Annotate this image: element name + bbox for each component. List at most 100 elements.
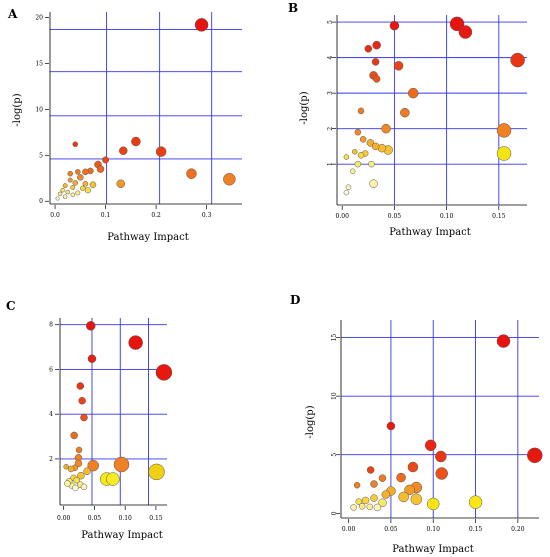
panel-d-point-17 xyxy=(366,466,375,474)
panel-b-ylabel: -log(p) xyxy=(299,91,310,124)
panel-c-point-26 xyxy=(80,483,88,491)
panel-b-point-31 xyxy=(343,189,350,196)
panel-a-point-24 xyxy=(75,190,81,196)
panel-c-point-1 xyxy=(148,463,165,481)
panel-b-point-2 xyxy=(496,123,512,138)
panel-b-point-24 xyxy=(357,152,365,159)
panel-c: C 0.00 0.05 0.10 0.15 2 4 6 8 Pathway Impact xyxy=(6,299,173,541)
panel-b-point-9 xyxy=(381,123,391,134)
panel-a-point-1 xyxy=(223,172,236,186)
panel-a-point-13 xyxy=(89,181,97,188)
panel-c-point-21 xyxy=(73,476,80,484)
panel-d-ylabel: -log(p) xyxy=(305,405,316,438)
panel-a-point-18 xyxy=(72,180,79,186)
panel-b-letter: B xyxy=(288,1,298,15)
panel-a-point-27 xyxy=(57,191,63,197)
panel-d-letter: D xyxy=(290,293,300,307)
panel-d: D 0.00 0.05 0.10 0.15 0.20 0 5 10 15 Pathway Imp… xyxy=(290,293,543,555)
panel-d-point-16 xyxy=(378,498,387,508)
panel-d-point-3 xyxy=(435,467,448,480)
panel-c-point-8 xyxy=(87,354,97,363)
panel-b-point-19 xyxy=(371,142,380,151)
panel-c-xtick-label-1: 0.05 xyxy=(88,515,102,522)
panel-b-point-15 xyxy=(364,44,373,53)
panel-d-point-23 xyxy=(355,498,363,505)
panel-c-point-11 xyxy=(80,413,88,422)
panel-a-point-29 xyxy=(62,194,68,199)
panel-c-ticks: 0.00 0.05 0.10 0.15 2 4 6 8 xyxy=(49,322,163,522)
panel-d-axes xyxy=(340,320,539,519)
panel-c-point-10 xyxy=(78,397,86,405)
panel-b-point-14 xyxy=(369,179,378,188)
panel-a-point-23 xyxy=(70,185,76,190)
panel-a-point-0 xyxy=(194,18,209,32)
panel-a-xtick-label-1: 0.1 xyxy=(101,212,111,219)
panel-c-point-14 xyxy=(74,459,83,468)
panel-b-point-21 xyxy=(354,128,362,136)
panel-b-point-16 xyxy=(371,58,380,66)
panel-b-xtick-label-0: 0.00 xyxy=(336,213,350,220)
panel-a-point-11 xyxy=(82,168,89,176)
panel-b-xlabel: Pathway Impact xyxy=(389,227,470,238)
panel-d-point-5 xyxy=(424,439,437,452)
panel-a-ticks: 0.0 0.1 0.2 0.3 0 5 10 15 20 xyxy=(35,15,211,219)
panel-d-point-8 xyxy=(410,493,423,506)
panel-a-point-6 xyxy=(116,179,125,189)
panel-c-point-25 xyxy=(64,480,71,487)
panel-a-point-20 xyxy=(80,185,86,192)
panel-a-xtick-label-0: 0.0 xyxy=(50,212,60,219)
panel-d-point-24 xyxy=(358,503,366,510)
panel-b-ytick-label-0: 1 xyxy=(327,162,334,166)
panel-d-point-14 xyxy=(386,421,396,431)
panel-c-ytick-label-2: 6 xyxy=(49,366,53,373)
panel-d-point-18 xyxy=(378,474,387,482)
panel-b-point-1 xyxy=(510,52,525,68)
panel-d-point-19 xyxy=(370,480,378,488)
panel-a-ytick-label-1: 5 xyxy=(39,152,43,159)
panel-a-point-15 xyxy=(72,141,79,148)
panel-a-xlabel: Pathway Impact xyxy=(107,232,188,243)
panel-d-point-6 xyxy=(435,450,447,463)
panel-d-point-27 xyxy=(353,481,361,489)
panel-c-xlabel: Pathway Impact xyxy=(81,530,162,541)
panel-b-grid xyxy=(337,15,527,205)
panel-a-point-14 xyxy=(84,187,91,194)
panel-b-point-6 xyxy=(389,20,400,31)
panel-a-point-5 xyxy=(119,146,128,155)
panel-a-point-19 xyxy=(82,181,89,187)
panel-b-ytick-label-3: 4 xyxy=(327,56,334,60)
panel-d-ytick-label-0: 0 xyxy=(331,511,338,515)
panel-d-point-0 xyxy=(527,447,543,464)
panel-d-point-4 xyxy=(426,497,440,511)
panel-b-point-28 xyxy=(343,154,350,160)
panel-c-point-6 xyxy=(87,459,99,472)
panel-a-ytick-label-3: 15 xyxy=(35,60,43,67)
panel-c-xtick-label-3: 0.15 xyxy=(149,515,163,522)
panel-b-ytick-label-4: 5 xyxy=(327,20,334,24)
panel-a-point-28 xyxy=(70,192,75,198)
panel-a-point-3 xyxy=(186,168,197,179)
panel-d-ticks: 0.00 0.05 0.10 0.15 0.20 0 5 10 15 xyxy=(331,334,525,533)
panel-c-point-19 xyxy=(67,465,75,473)
panel-a-letter: A xyxy=(7,7,18,21)
panel-c-point-28 xyxy=(63,464,69,470)
panel-c-point-5 xyxy=(106,472,120,486)
panel-b-point-22 xyxy=(359,136,367,143)
panel-d-point-1 xyxy=(496,334,511,348)
panel-c-point-2 xyxy=(113,456,130,473)
panel-b-ytick-label-1: 2 xyxy=(327,127,334,131)
panel-d-xtick-label-4: 0.20 xyxy=(511,526,525,533)
panel-d-ytick-label-2: 10 xyxy=(331,392,338,400)
panel-d-grid xyxy=(341,320,539,518)
panel-d-point-9 xyxy=(407,461,419,473)
panel-b: B 0.00 0.05 0.10 0.15 1 2 3 4 5 Pathway Impact -… xyxy=(288,1,527,238)
panel-b-axes xyxy=(336,15,527,206)
panel-b-point-18 xyxy=(366,139,375,147)
panel-b-point-20 xyxy=(357,107,365,115)
panel-a-point-21 xyxy=(67,177,73,183)
panel-d-point-2 xyxy=(468,495,483,509)
panel-d-ytick-label-1: 5 xyxy=(331,453,338,457)
panel-c-xtick-label-2: 0.10 xyxy=(119,515,133,522)
panel-d-point-12 xyxy=(396,472,406,483)
panel-a-ytick-label-2: 10 xyxy=(35,106,43,113)
